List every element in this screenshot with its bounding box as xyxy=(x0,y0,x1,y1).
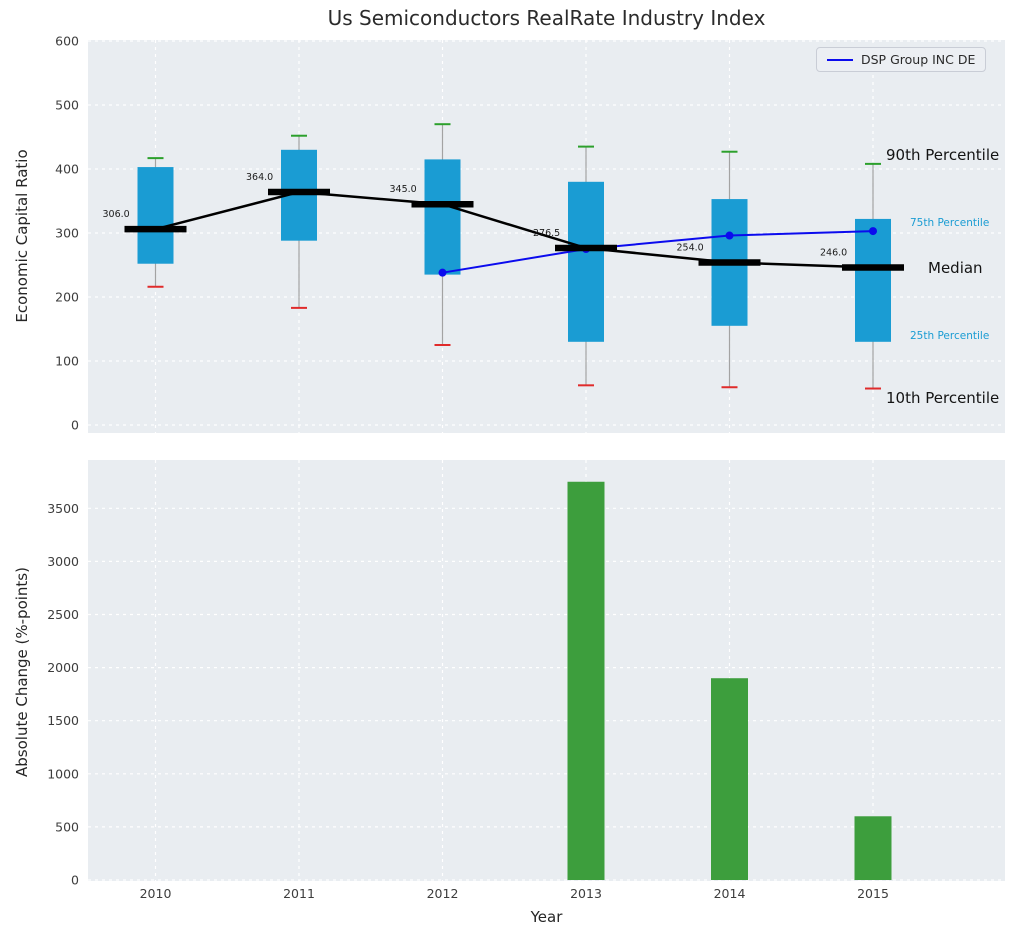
bottom-ytick-label: 3500 xyxy=(47,501,79,516)
annotation-90th-percentile: 90th Percentile xyxy=(886,146,1000,164)
x-axis-label: Year xyxy=(530,908,563,926)
xtick-label: 2014 xyxy=(714,886,746,901)
top-ytick-label: 400 xyxy=(55,162,79,177)
change-bar xyxy=(854,816,892,880)
legend-label: DSP Group INC DE xyxy=(861,52,976,67)
median-value-label: 254.0 xyxy=(677,242,704,253)
dsp-series-point xyxy=(438,268,447,277)
top-ytick-label: 0 xyxy=(71,418,79,433)
change-bar xyxy=(567,481,605,880)
bottom-ytick-label: 0 xyxy=(71,873,79,888)
top-ytick-label: 500 xyxy=(55,98,79,113)
xtick-label: 2011 xyxy=(283,886,315,901)
change-bar xyxy=(711,678,748,880)
top-ytick-label: 300 xyxy=(55,226,79,241)
legend: DSP Group INC DE xyxy=(816,47,987,72)
annotation-25th-percentile: 25th Percentile xyxy=(910,330,990,342)
median-value-label: 306.0 xyxy=(103,209,130,220)
dsp-series-point xyxy=(869,227,877,236)
iqr-box xyxy=(137,167,174,264)
bottom-ytick-label: 500 xyxy=(55,819,79,834)
dsp-series-line xyxy=(442,230,874,274)
top-ytick-label: 200 xyxy=(55,290,79,305)
bottom-y-axis-label: Absolute Change (%-points) xyxy=(13,567,31,777)
bottom-ytick-label: 3000 xyxy=(47,554,79,569)
xtick-label: 2015 xyxy=(857,886,889,901)
legend-line-sample xyxy=(827,58,853,61)
bottom-panel-background xyxy=(88,460,1005,881)
iqr-box xyxy=(424,159,461,275)
iqr-box xyxy=(568,181,604,342)
median-value-label: 276.5 xyxy=(533,228,560,239)
annotation-10th-percentile: 10th Percentile xyxy=(886,389,1000,407)
top-y-axis-label: Economic Capital Ratio xyxy=(13,149,31,323)
iqr-box xyxy=(855,218,891,342)
bottom-ytick-label: 2000 xyxy=(47,660,79,675)
top-ytick-label: 600 xyxy=(55,34,79,49)
dsp-series-point xyxy=(725,231,734,240)
bottom-ytick-label: 1500 xyxy=(47,713,79,728)
median-value-label: 246.0 xyxy=(820,248,847,259)
annotation-median: Median xyxy=(928,259,983,277)
top-ytick-label: 100 xyxy=(55,354,79,369)
xtick-label: 2012 xyxy=(427,886,459,901)
annotation-75th-percentile: 75th Percentile xyxy=(910,217,990,229)
bottom-ytick-label: 2500 xyxy=(47,607,79,622)
median-value-label: 364.0 xyxy=(246,172,273,183)
median-value-label: 345.0 xyxy=(390,184,417,195)
chart-title: Us Semiconductors RealRate Industry Inde… xyxy=(327,6,766,30)
xtick-label: 2013 xyxy=(570,886,602,901)
xtick-label: 2010 xyxy=(140,886,172,901)
bottom-ytick-label: 1000 xyxy=(47,766,79,781)
